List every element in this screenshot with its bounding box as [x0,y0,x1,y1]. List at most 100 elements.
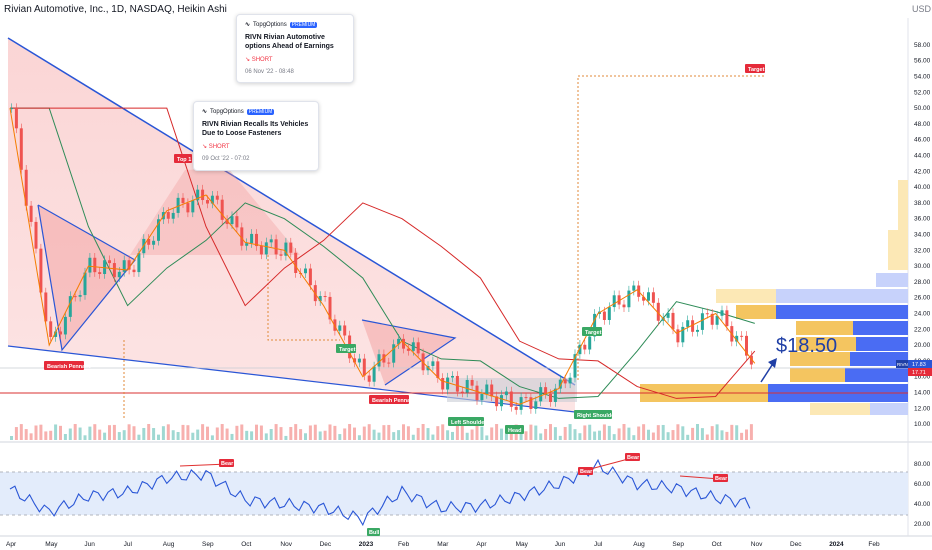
bearish-pennant-label-1: Bearish Pennant [47,364,91,370]
volume-bar [196,429,200,440]
volume-bar [602,424,606,440]
price-tick-label: 40.00 [914,184,931,191]
time-tick-label: May [516,541,529,548]
candle-body [29,205,33,222]
volume-bar [98,429,102,440]
candle-body [411,342,415,351]
falling-wedge-fill [8,38,575,412]
volume-bar [132,426,136,440]
candle-body [264,242,268,255]
candle-body [308,268,312,286]
top1-label: Top 1 [177,157,191,163]
volume-bar [68,428,72,440]
volume-bar [122,430,126,440]
candle-body [353,358,356,363]
time-tick-label: Apr [6,541,17,548]
candle-body [686,320,690,327]
volume-bar [152,428,156,440]
volume-bar [632,435,636,440]
volume-bar [642,424,646,440]
candle-body [416,342,420,354]
volume-bar [176,432,180,440]
trend-down-icon: ↘ [245,57,251,63]
candle-body [196,189,200,201]
pennant-1-lines[interactable] [37,204,136,352]
volume-bar [524,431,528,440]
candle-body [44,292,48,322]
candle-body [593,313,597,337]
volume-bar [108,425,111,440]
volume-bar [681,426,685,440]
candle-body [137,253,141,273]
volume-bar [299,429,303,440]
candle-body [176,197,180,213]
volume-bar [421,424,425,440]
candle-body [230,216,234,225]
chart-title: Rivian Automotive, Inc., 1D, NASDAQ, Hei… [4,4,227,15]
candle-body [24,169,28,206]
volume-bar [29,433,33,440]
rsi-tick-label: 40.00 [914,501,931,508]
price-tick-label: 52.00 [914,89,931,96]
volume-bar [357,435,361,440]
volume-bar [39,424,43,440]
news-card-recall[interactable]: ∿ TopgOptions PREMIUM RIVN Rivian Recall… [193,101,319,171]
price-tick-label: 20.00 [914,342,931,349]
volume-bar [225,428,229,440]
bull-label: Bull [369,530,380,536]
price-tick-label: 38.00 [914,200,931,207]
candle-body [465,379,469,393]
volume-bar [19,424,23,440]
volume-bar [220,424,224,440]
volume-bar [686,434,690,440]
volume-bar [504,433,508,440]
volume-bar [362,426,366,440]
volume-bar [431,434,435,440]
candle-body [19,128,23,170]
candle-body [377,354,381,367]
candle-body [720,310,724,316]
candle-body [166,212,170,219]
time-tick-label: Jun [555,541,566,548]
volume-bar [725,431,729,440]
candle-body [157,219,160,241]
news-card-earnings[interactable]: ∿ TopgOptions PREMIUM RIVN Rivian Automo… [236,14,354,83]
volume-bar [700,428,704,440]
candle-body [274,239,278,255]
candle-body [622,304,626,308]
candle-body [676,329,680,343]
volume-bar [206,426,209,440]
time-tick-label: Jul [594,541,603,548]
volume-bar [436,426,440,440]
volume-bar [558,435,562,440]
candle-body [108,260,111,264]
time-tick-label: Feb [398,541,410,548]
candle-body [504,391,508,396]
time-tick-label: Oct [712,541,722,548]
volume-bar [749,424,753,440]
time-tick-label: Sep [202,541,214,548]
candle-body [78,295,82,297]
volume-bar [333,425,337,440]
volume-bar [255,424,258,440]
time-tick-label: 2023 [359,541,374,548]
time-tick-label: Nov [751,541,763,548]
candle-body [171,212,175,219]
wedge-upper-line[interactable] [7,37,576,386]
candle-body [152,240,156,245]
candle-body [406,348,410,351]
candle-body [147,238,151,245]
time-tick-label: Jun [84,541,95,548]
candle-body [245,243,249,246]
volume-bar [161,426,165,440]
candle-body [59,331,62,335]
candle-body [250,233,254,244]
target-label-top: Target [748,67,765,73]
candle-body [284,242,288,256]
right-shoulder-label: Right Shoulder [577,413,617,419]
candle-body [382,354,386,363]
volume-bar [397,430,401,440]
candle-body [607,307,611,320]
candle-body [338,325,342,331]
